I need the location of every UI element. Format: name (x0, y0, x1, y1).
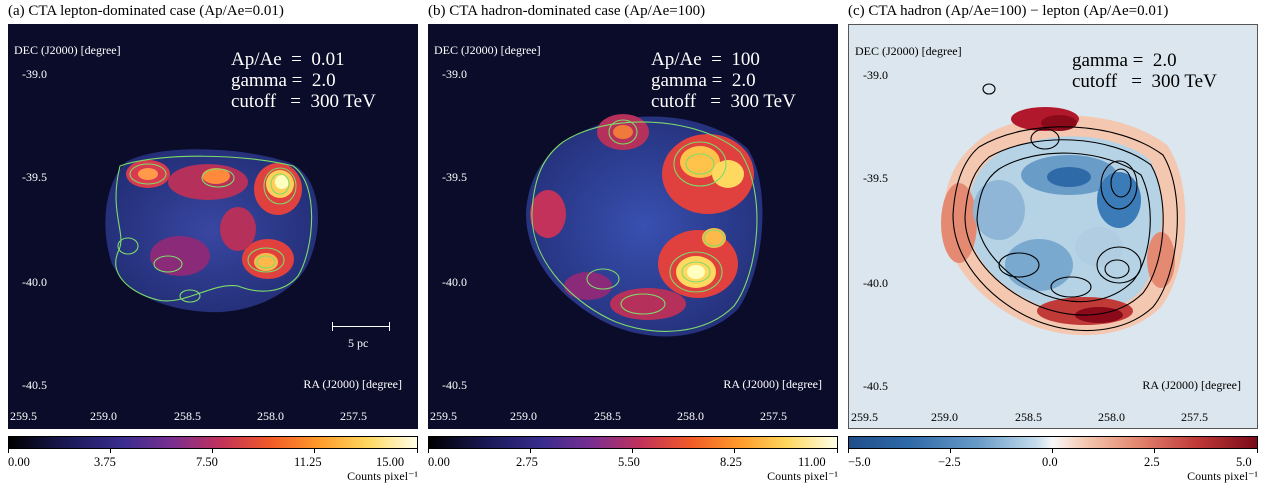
dec-tick: -40.0 (863, 276, 888, 290)
ra-tick: 258.0 (677, 409, 704, 423)
map-image (941, 83, 1186, 336)
model-parameters: Ap/Ae = 0.01 gamma = 2.0 cutoff = 300 Te… (231, 49, 376, 112)
colorbar-tick: 7.50 (196, 455, 218, 469)
dec-axis-label: DEC (J2000) [degree] (434, 43, 541, 57)
colorbar-tick: −2.5 (938, 455, 961, 469)
scale-bar-cap-left (332, 322, 333, 331)
ra-tick: 257.5 (1181, 410, 1208, 424)
ra-tick: 257.5 (340, 409, 367, 423)
scale-bar-cap-right (389, 322, 390, 331)
dec-tick: -40.0 (22, 275, 47, 289)
ra-tick: 259.5 (430, 409, 457, 423)
colorbar-tick: 11.00 (798, 455, 826, 469)
ra-tick: 258.5 (594, 409, 621, 423)
model-parameters: gamma = 2.0 cutoff = 300 TeV (1072, 50, 1217, 92)
colorbar (8, 436, 418, 449)
colorbar-tick: 5.0 (1236, 455, 1252, 469)
map-image (105, 149, 319, 313)
colorbar-tick: −5.0 (848, 455, 871, 469)
dec-tick: -39.5 (22, 170, 47, 184)
colorbar-tick: 8.25 (720, 455, 742, 469)
scale-bar (332, 326, 390, 327)
ra-tick: 259.0 (931, 410, 958, 424)
panel-title: (b) CTA hadron-dominated case (Ap/Ae=100… (428, 3, 706, 19)
panel-b: (b) CTA hadron-dominated case (Ap/Ae=100… (428, 0, 838, 487)
scale-bar-label: 5 pc (348, 336, 369, 350)
dec-tick: -39.0 (442, 67, 467, 81)
colorbar-tick: 11.25 (294, 455, 322, 469)
dec-tick: -39.5 (442, 170, 467, 184)
dec-tick: -39.0 (863, 68, 888, 82)
colorbar-tick: 2.75 (516, 455, 538, 469)
colorbar (428, 436, 838, 449)
panel-title: (c) CTA hadron (Ap/Ae=100) − lepton (Ap/… (848, 3, 1169, 19)
dec-tick: -40.5 (863, 379, 888, 393)
dec-axis-label: DEC (J2000) [degree] (14, 43, 121, 57)
panel-c: (c) CTA hadron (Ap/Ae=100) − lepton (Ap/… (848, 0, 1258, 487)
colorbar-unit: Counts pixel⁻¹ (767, 469, 838, 483)
map-image (526, 114, 763, 337)
model-parameters: Ap/Ae = 100 gamma = 2.0 cutoff = 300 TeV (651, 49, 796, 112)
ra-tick: 258.0 (1098, 410, 1125, 424)
ra-tick: 259.5 (10, 409, 37, 423)
colorbar-tick: 0.00 (428, 455, 450, 469)
ra-tick: 259.0 (90, 409, 117, 423)
dec-axis-label: DEC (J2000) [degree] (855, 44, 962, 58)
colorbar-tick: 0.00 (8, 455, 30, 469)
colorbar-tick: 0.0 (1042, 455, 1058, 469)
difference-map: DEC (J2000) [degree] -39.0 -39.5 -40.0 -… (848, 24, 1258, 429)
ra-tick: 258.5 (174, 409, 201, 423)
panel-title: (a) CTA lepton-dominated case (Ap/Ae=0.0… (8, 3, 284, 19)
panel-a: (a) CTA lepton-dominated case (Ap/Ae=0.0… (8, 0, 418, 487)
colorbar-unit: Counts pixel⁻¹ (347, 469, 418, 483)
ra-axis-label: RA (J2000) [degree] (303, 377, 402, 391)
ra-tick: 257.5 (760, 409, 787, 423)
colorbar-tick: 5.50 (618, 455, 640, 469)
dec-tick: -40.5 (442, 378, 467, 392)
ra-tick: 258.0 (257, 409, 284, 423)
dec-tick: -39.0 (22, 67, 47, 81)
dec-tick: -40.0 (442, 275, 467, 289)
ra-tick: 259.5 (851, 410, 878, 424)
ra-tick: 258.5 (1015, 410, 1042, 424)
dec-tick: -40.5 (22, 378, 47, 392)
colorbar-tick: 15.00 (376, 455, 405, 469)
ra-axis-label: RA (J2000) [degree] (1142, 378, 1241, 392)
colorbar (848, 436, 1258, 449)
sky-map: DEC (J2000) [degree] -39.0 -39.5 -40.0 -… (428, 24, 838, 429)
dec-tick: -39.5 (863, 171, 888, 185)
colorbar-tick: 3.75 (94, 455, 116, 469)
colorbar-unit: Counts pixel⁻¹ (1187, 469, 1258, 483)
sky-map: DEC (J2000) [degree] -39.0 -39.5 -40.0 -… (8, 24, 418, 429)
ra-axis-label: RA (J2000) [degree] (723, 377, 822, 391)
ra-tick: 259.0 (510, 409, 537, 423)
colorbar-tick: 2.5 (1144, 455, 1160, 469)
